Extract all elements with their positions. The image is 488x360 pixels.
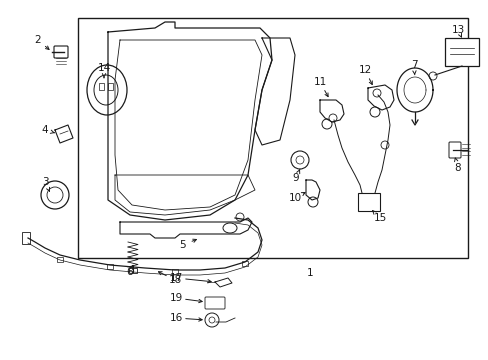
- Text: 6: 6: [126, 267, 133, 277]
- Text: 15: 15: [373, 213, 386, 223]
- Text: 13: 13: [450, 25, 464, 35]
- Circle shape: [47, 187, 63, 203]
- Circle shape: [428, 72, 436, 80]
- Bar: [57, 257, 63, 262]
- Text: 8: 8: [454, 163, 460, 173]
- Text: 18: 18: [168, 275, 181, 285]
- Circle shape: [380, 141, 388, 149]
- Circle shape: [295, 156, 304, 164]
- FancyBboxPatch shape: [448, 142, 460, 158]
- Text: 14: 14: [97, 63, 110, 73]
- Circle shape: [321, 119, 331, 129]
- Bar: [172, 269, 178, 274]
- Text: 9: 9: [292, 173, 299, 183]
- Bar: [99, 83, 104, 90]
- Text: 10: 10: [288, 193, 301, 203]
- Circle shape: [236, 213, 244, 221]
- Ellipse shape: [223, 223, 237, 233]
- Bar: [108, 83, 113, 90]
- Circle shape: [369, 107, 379, 117]
- Text: 16: 16: [169, 313, 182, 323]
- Text: 1: 1: [306, 268, 313, 278]
- FancyBboxPatch shape: [54, 46, 68, 58]
- Bar: [242, 261, 247, 266]
- Circle shape: [208, 317, 215, 323]
- Circle shape: [41, 181, 69, 209]
- Bar: [357, 193, 379, 211]
- Ellipse shape: [94, 75, 118, 105]
- Circle shape: [204, 313, 219, 327]
- Bar: [78, 18, 467, 258]
- Circle shape: [307, 197, 317, 207]
- Bar: [129, 268, 137, 273]
- Text: 19: 19: [169, 293, 182, 303]
- Text: 11: 11: [313, 77, 326, 87]
- Text: 3: 3: [41, 177, 48, 187]
- Circle shape: [372, 89, 380, 97]
- Text: 2: 2: [35, 35, 41, 45]
- Text: 12: 12: [358, 65, 371, 75]
- Bar: [107, 264, 113, 269]
- Circle shape: [290, 151, 308, 169]
- Text: 17: 17: [169, 273, 182, 283]
- FancyBboxPatch shape: [204, 297, 224, 309]
- Ellipse shape: [87, 65, 127, 115]
- Circle shape: [328, 114, 336, 122]
- Text: 7: 7: [410, 60, 416, 70]
- Text: 4: 4: [41, 125, 48, 135]
- Bar: [444, 38, 478, 66]
- Text: 5: 5: [179, 240, 186, 250]
- Bar: [22, 232, 30, 244]
